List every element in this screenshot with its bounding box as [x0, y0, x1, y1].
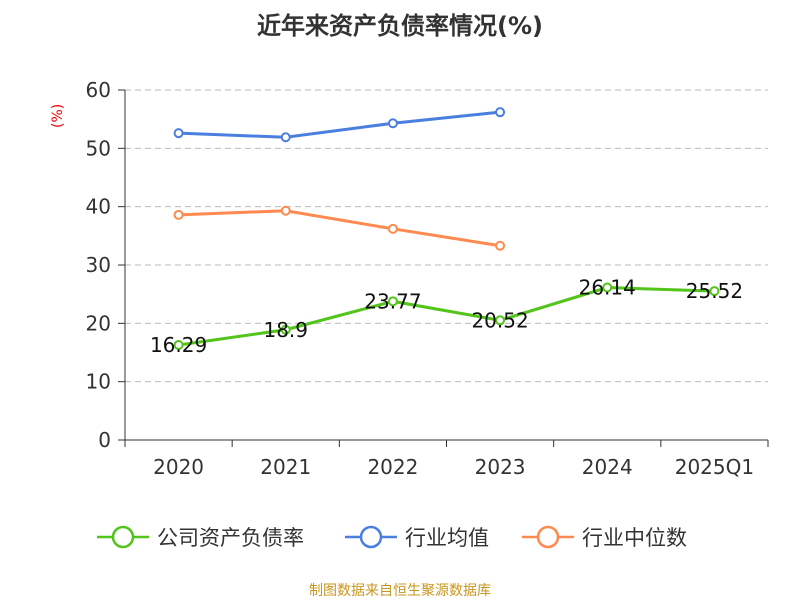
data-point — [280, 132, 291, 143]
data-point — [495, 107, 506, 118]
x-tick-label: 2024 — [582, 455, 633, 479]
data-point — [495, 315, 506, 326]
data-label: 23.77 — [364, 289, 421, 313]
legend-marker-icon — [522, 525, 574, 549]
x-tick-label: 2023 — [475, 455, 526, 479]
y-tick-label: 0 — [98, 428, 111, 452]
data-label: 16.29 — [150, 333, 207, 357]
y-tick-label: 40 — [86, 195, 111, 219]
y-tick-label: 20 — [86, 311, 111, 335]
data-label: 25.52 — [686, 279, 743, 303]
data-label: 26.14 — [579, 276, 636, 300]
data-label: 18.9 — [263, 318, 308, 342]
x-tick-label: 2022 — [367, 455, 418, 479]
source-note: 制图数据来自恒生聚源数据库 — [309, 583, 491, 599]
data-point — [173, 209, 184, 220]
data-point — [173, 128, 184, 139]
data-point — [709, 286, 720, 297]
legend-marker-icon — [97, 525, 149, 549]
y-tick-label: 50 — [86, 136, 111, 160]
data-point — [495, 240, 506, 251]
legend-item[interactable]: 行业中位数 — [522, 522, 687, 552]
x-tick-label: 2021 — [260, 455, 311, 479]
y-tick-label: 10 — [86, 370, 111, 394]
series-line-1 — [178, 110, 501, 139]
legend-marker-icon — [345, 525, 397, 549]
data-point — [387, 118, 398, 129]
x-tick-label: 2025Q1 — [675, 455, 754, 479]
data-point — [387, 223, 398, 234]
data-label: 20.52 — [471, 308, 528, 332]
data-point — [387, 296, 398, 307]
data-point — [602, 282, 613, 293]
chart-title: 近年来资产负债率情况(%) — [257, 12, 543, 40]
legend-item[interactable]: 公司资产负债率 — [97, 522, 304, 552]
series-line-0 — [178, 286, 715, 347]
series-line-2 — [178, 209, 501, 248]
legend-label: 公司资产负债率 — [157, 526, 304, 550]
data-point — [173, 339, 184, 350]
data-point — [280, 324, 291, 335]
y-tick-label: 30 — [86, 253, 111, 277]
legend-label: 行业中位数 — [582, 526, 687, 550]
x-tick-label: 2020 — [153, 455, 204, 479]
legend-item[interactable]: 行业均值 — [345, 522, 489, 552]
y-tick-label: 60 — [86, 78, 111, 102]
legend-label: 行业均值 — [405, 526, 489, 550]
data-point — [280, 205, 291, 216]
